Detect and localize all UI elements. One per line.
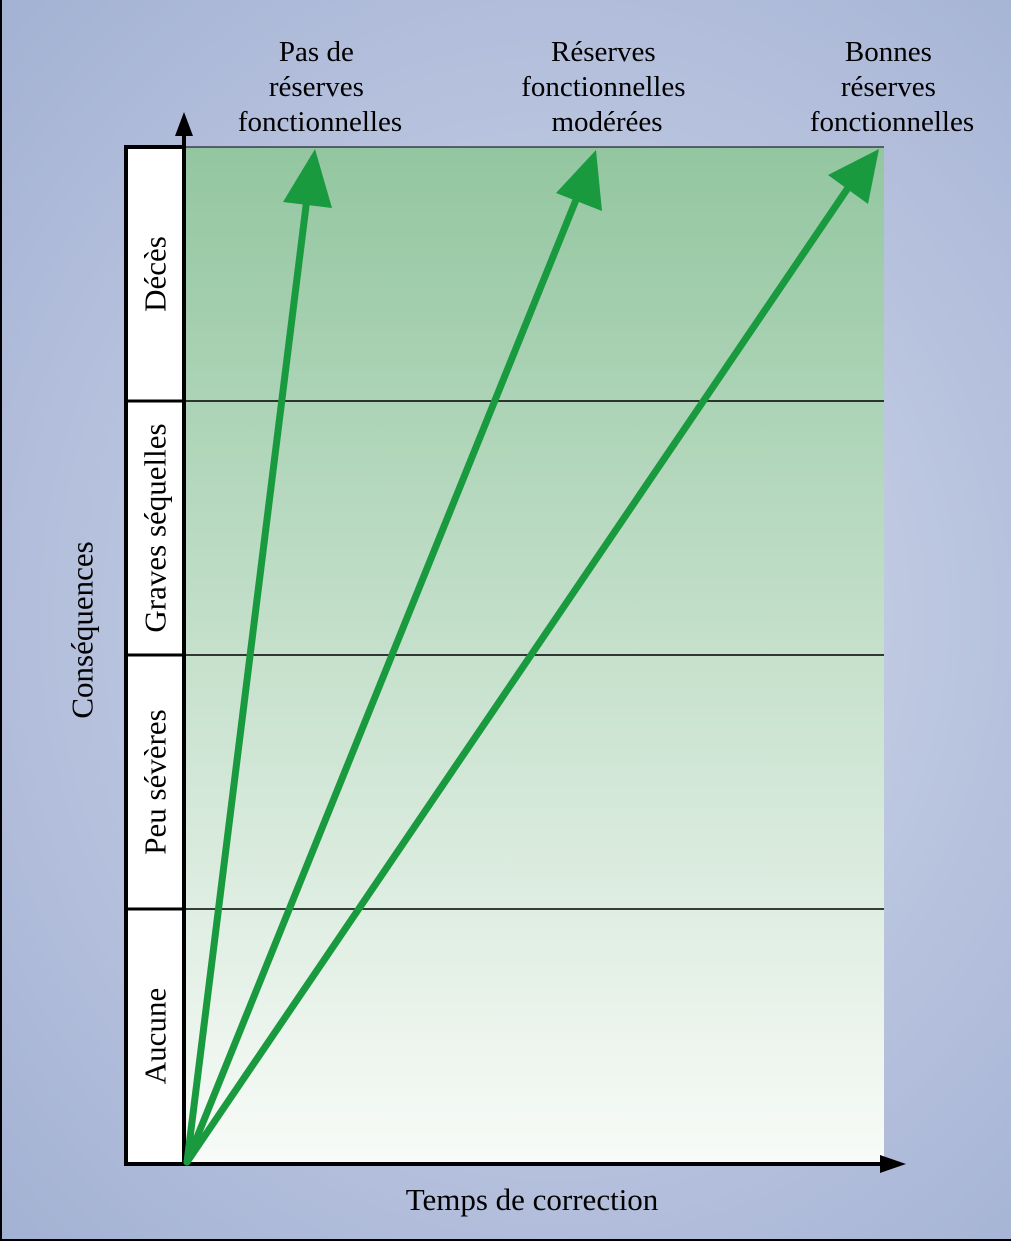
arrow-label-moderate-reserve: Réserves fonctionnelles modérées [521, 36, 693, 138]
arrow-label-no-reserve: Pas de réserves fonctionnelles [238, 36, 402, 138]
level-label-graves-sequelles: Graves séquelles [138, 423, 173, 632]
level-label-peu-severes: Peu sévères [138, 709, 173, 854]
level-label-aucune: Aucune [138, 988, 173, 1084]
x-axis-arrowhead [880, 1155, 906, 1173]
reserve-arrow-good [183, 149, 879, 1166]
y-axis-arrowhead [175, 112, 193, 136]
arrow-label-good-reserve: Bonnes réserves fonctionnelles [810, 36, 974, 138]
y-axis-label: Conséquences [65, 541, 100, 718]
reserve-arrow-moderate [183, 150, 602, 1166]
level-label-deces: Décès [138, 236, 173, 312]
reserve-arrow-none [183, 149, 332, 1166]
x-axis-label: Temps de correction [406, 1182, 659, 1217]
